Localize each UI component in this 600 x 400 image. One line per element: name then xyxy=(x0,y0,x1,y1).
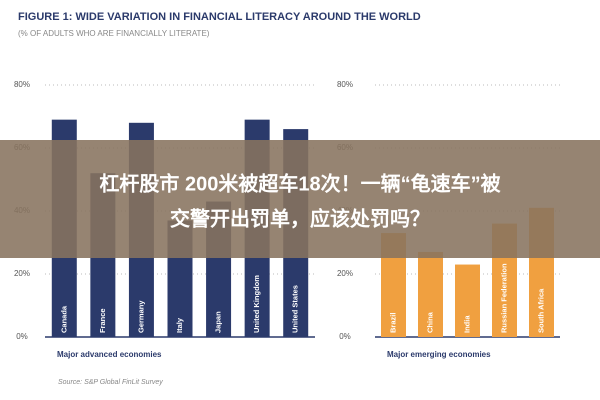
source: Source: S&P Global FinLit Survey xyxy=(58,379,163,386)
category-label: South Africa xyxy=(536,288,545,333)
y-tick-label: 0% xyxy=(339,332,351,341)
category-label: United States xyxy=(291,285,300,333)
category-label: China xyxy=(425,311,434,333)
category-label: France xyxy=(98,308,107,333)
banner-line: 交警开出罚单，应该处罚吗？ xyxy=(170,206,430,230)
category-label: Japan xyxy=(214,311,223,333)
title: FIGURE 1: WIDE VARIATION IN FINANCIAL LI… xyxy=(18,11,421,23)
category-label: Brazil xyxy=(388,313,397,333)
subtitle: (% OF ADULTS WHO ARE FINANCIALLY LITERAT… xyxy=(18,29,210,38)
category-label: United Kingdom xyxy=(252,275,261,333)
category-label: Germany xyxy=(136,300,145,333)
bar xyxy=(455,264,480,337)
x-axis-label: Major advanced economies xyxy=(57,350,162,359)
banner: 杠杆股市 200米被超车18次！一辆“龟速车”被 交警开出罚单，应该处罚吗？ xyxy=(0,140,600,258)
category-label: Russian Federation xyxy=(499,263,508,333)
category-label: India xyxy=(462,315,471,333)
category-label: Italy xyxy=(175,317,184,333)
y-tick-label: 0% xyxy=(16,332,28,341)
bar xyxy=(418,251,443,337)
banner-bg xyxy=(0,140,600,258)
banner-line: 杠杆股市 200米被超车18次！一辆“龟速车”被 xyxy=(99,171,501,195)
y-tick-label: 20% xyxy=(337,269,353,278)
y-tick-label: 80% xyxy=(337,80,353,89)
category-label: Canada xyxy=(59,305,68,333)
y-tick-label: 80% xyxy=(14,80,30,89)
x-axis-label: Major emerging economies xyxy=(387,350,491,359)
y-tick-label: 20% xyxy=(14,269,30,278)
